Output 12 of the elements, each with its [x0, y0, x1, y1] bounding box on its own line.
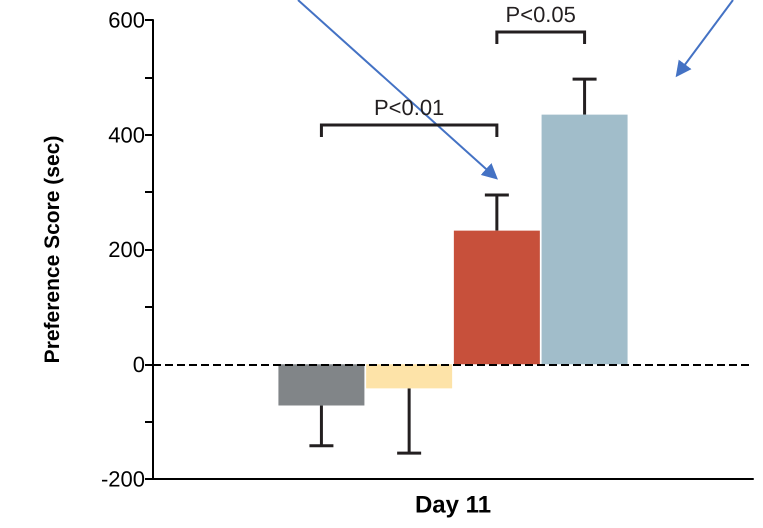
y-axis-title: Preference Score (sec): [41, 136, 64, 364]
y-tick-label: 200: [108, 237, 145, 262]
y-tick-label: 600: [108, 8, 145, 32]
x-tick-label: Day 11: [414, 492, 492, 518]
bar: [542, 114, 628, 364]
y-tick-label: -200: [100, 466, 145, 492]
bar: [366, 364, 452, 388]
y-tick-label: 0: [132, 352, 145, 377]
bar: [278, 364, 364, 406]
annotation: P<0.05: [506, 2, 576, 27]
bar: [454, 230, 540, 364]
y-tick-label: 400: [108, 122, 145, 148]
